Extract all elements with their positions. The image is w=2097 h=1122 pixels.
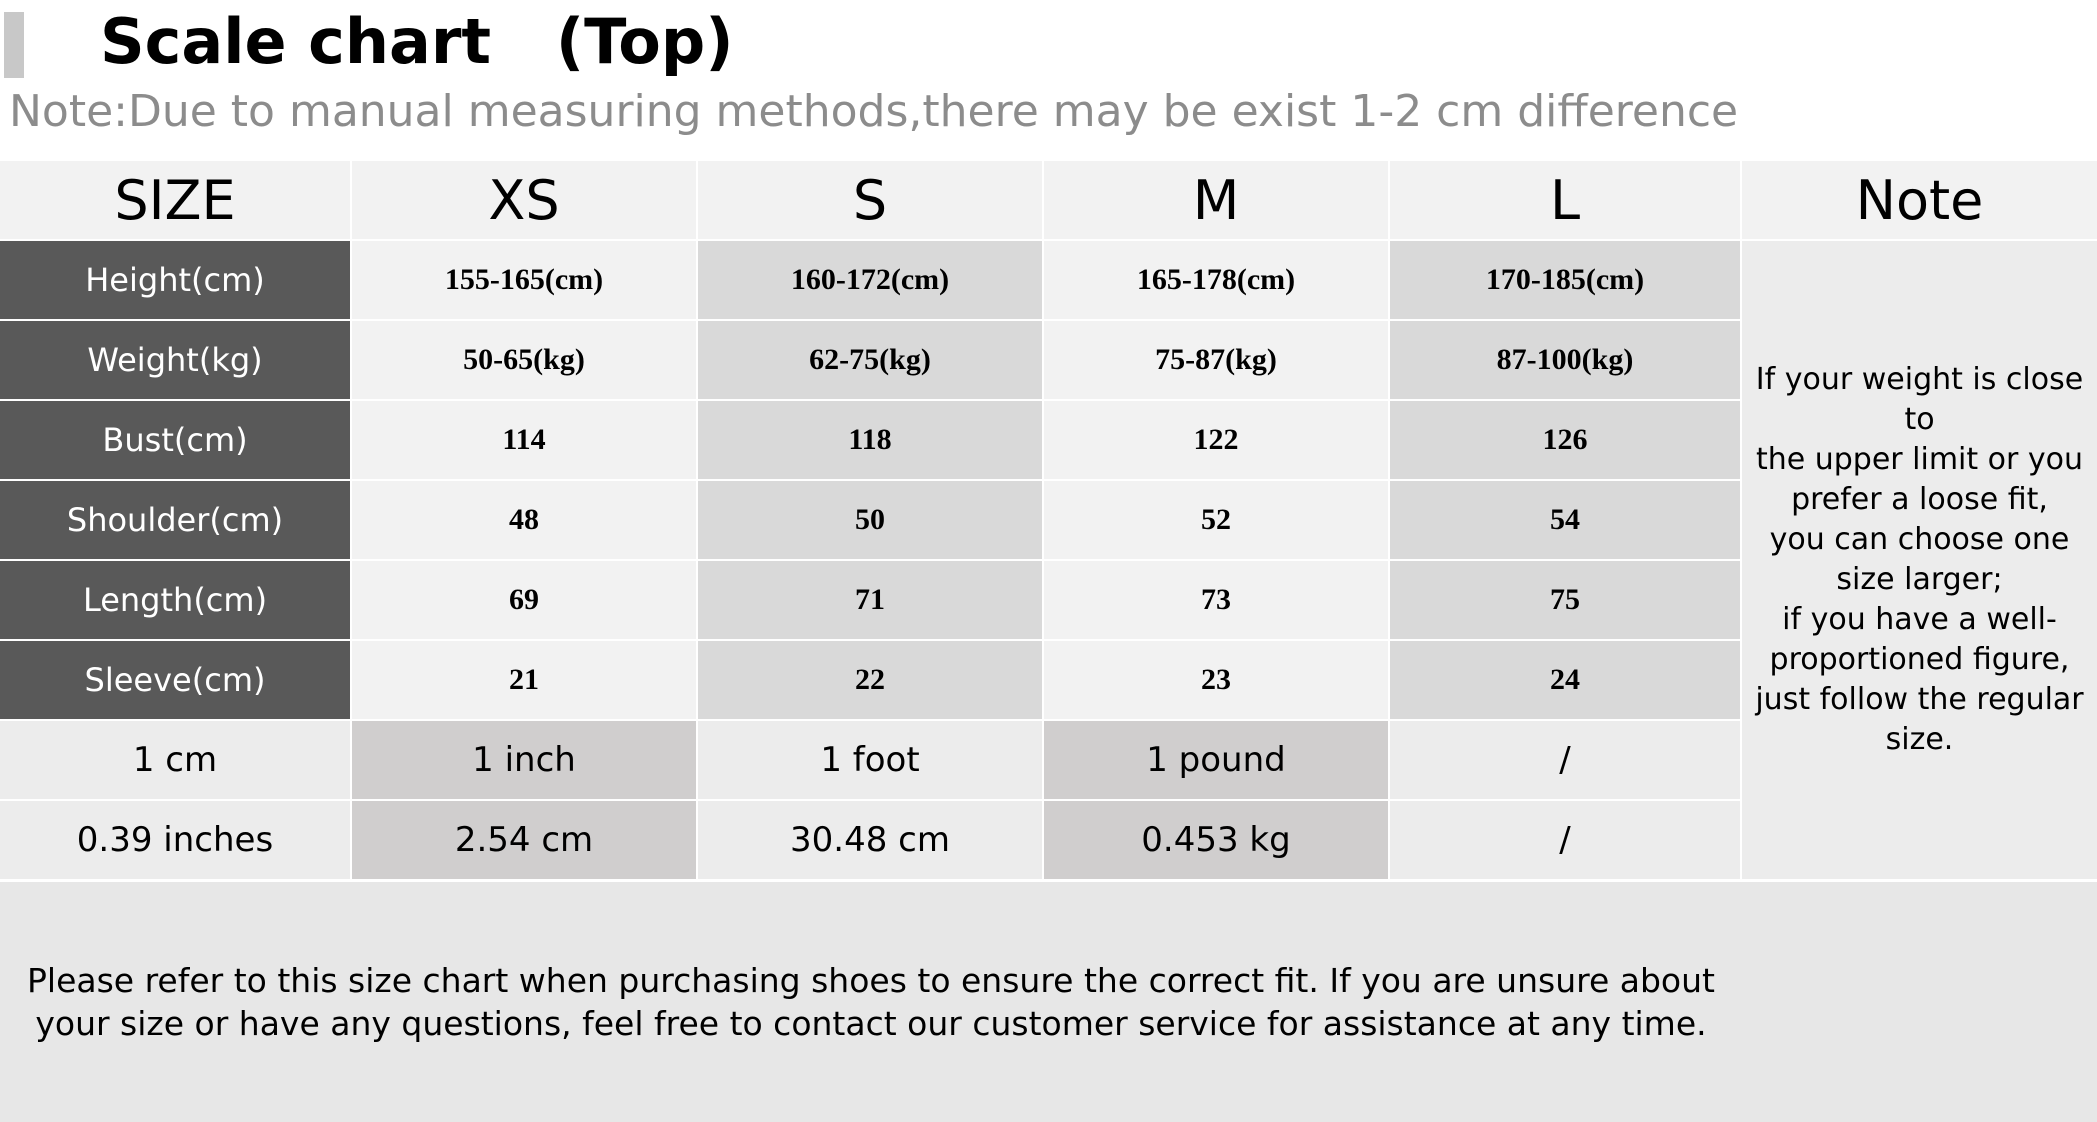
note-cell: If your weight is close to the upper lim… — [1742, 241, 2097, 881]
footer-right-panel — [1742, 882, 2097, 1122]
row-label-height: Height(cm) — [0, 241, 352, 321]
cell-weight-m: 75-87(kg) — [1044, 321, 1390, 401]
conv-foot-value: 30.48 cm — [698, 801, 1044, 881]
cell-bust-s: 118 — [698, 401, 1044, 481]
cell-weight-l: 87-100(kg) — [1390, 321, 1742, 401]
row-label-shoulder: Shoulder(cm) — [0, 481, 352, 561]
footer-note: Please refer to this size chart when pur… — [0, 882, 1742, 1122]
cell-length-s: 71 — [698, 561, 1044, 641]
conv-slash-1: / — [1390, 721, 1742, 801]
header-s: S — [698, 161, 1044, 241]
cell-length-xs: 69 — [352, 561, 698, 641]
row-label-sleeve: Sleeve(cm) — [0, 641, 352, 721]
header-xs: XS — [352, 161, 698, 241]
header-m: M — [1044, 161, 1390, 241]
conv-pound: 1 pound — [1044, 721, 1390, 801]
cell-length-m: 73 — [1044, 561, 1390, 641]
cell-sleeve-l: 24 — [1390, 641, 1742, 721]
cell-sleeve-m: 23 — [1044, 641, 1390, 721]
cell-sleeve-xs: 21 — [352, 641, 698, 721]
conv-pound-value: 0.453 kg — [1044, 801, 1390, 881]
cell-bust-m: 122 — [1044, 401, 1390, 481]
row-label-length: Length(cm) — [0, 561, 352, 641]
header-note: Note — [1742, 161, 2097, 241]
cell-height-xs: 155-165(cm) — [352, 241, 698, 321]
cell-shoulder-l: 54 — [1390, 481, 1742, 561]
row-label-bust: Bust(cm) — [0, 401, 352, 481]
page-title: Scale chart (Top) — [100, 5, 734, 78]
cell-bust-xs: 114 — [352, 401, 698, 481]
conv-inch: 1 inch — [352, 721, 698, 801]
conv-slash-2: / — [1390, 801, 1742, 881]
conv-foot: 1 foot — [698, 721, 1044, 801]
title-accent-bar — [4, 12, 24, 78]
row-label-weight: Weight(kg) — [0, 321, 352, 401]
header-l: L — [1390, 161, 1742, 241]
cell-height-l: 170-185(cm) — [1390, 241, 1742, 321]
footer-text: Please refer to this size chart when pur… — [27, 961, 1715, 1043]
conv-cm: 1 cm — [0, 721, 352, 801]
cell-shoulder-s: 50 — [698, 481, 1044, 561]
cell-height-m: 165-178(cm) — [1044, 241, 1390, 321]
cell-weight-s: 62-75(kg) — [698, 321, 1044, 401]
cell-shoulder-m: 52 — [1044, 481, 1390, 561]
cell-weight-xs: 50-65(kg) — [352, 321, 698, 401]
cell-shoulder-xs: 48 — [352, 481, 698, 561]
note-text: If your weight is close to the upper lim… — [1755, 362, 2084, 757]
header-size: SIZE — [0, 161, 352, 241]
cell-sleeve-s: 22 — [698, 641, 1044, 721]
cell-length-l: 75 — [1390, 561, 1742, 641]
cell-bust-l: 126 — [1390, 401, 1742, 481]
cell-height-s: 160-172(cm) — [698, 241, 1044, 321]
conv-inch-value: 2.54 cm — [352, 801, 698, 881]
size-chart-table: SIZE XS S M L Note Height(cm) 155-165(cm… — [0, 161, 2097, 881]
page-subtitle: Note:Due to manual measuring methods,the… — [9, 86, 1739, 137]
conv-cm-value: 0.39 inches — [0, 801, 352, 881]
